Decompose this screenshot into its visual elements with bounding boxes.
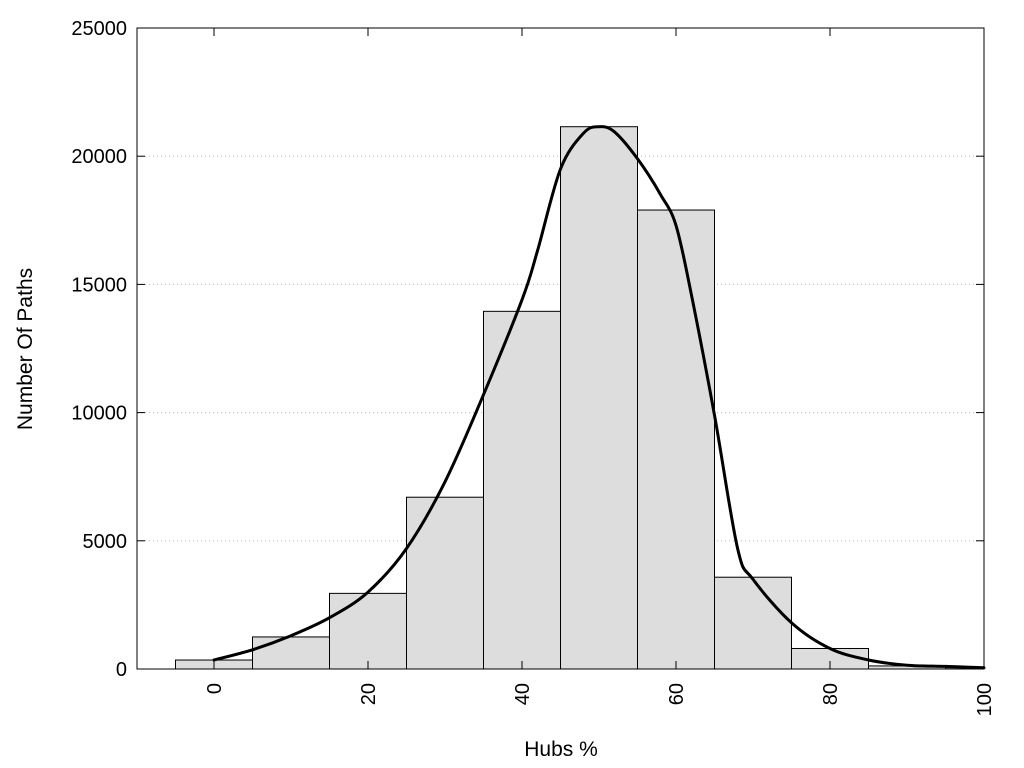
y-tick-label: 20000 — [71, 146, 127, 168]
density-curve — [212, 125, 986, 670]
histogram-bar — [714, 576, 792, 670]
y-tick-label: 5000 — [83, 531, 128, 553]
y-tick-label: 0 — [116, 659, 127, 681]
x-tick-label: 100 — [974, 683, 996, 716]
x-tick-label: 20 — [358, 683, 380, 705]
x-axis-ticks: 0 20 40 60 80 100 — [204, 28, 996, 716]
plot-frame — [136, 27, 985, 670]
histogram-bar — [406, 496, 484, 670]
y-axis-ticks: 0 5000 10000 15000 20000 25000 — [71, 18, 984, 681]
x-tick-label: 40 — [512, 683, 534, 705]
x-tick-label: 80 — [820, 683, 842, 705]
y-axis-title: Number Of Paths — [14, 268, 37, 430]
y-tick-label: 25000 — [71, 18, 127, 40]
histogram-bar — [637, 209, 715, 670]
histogram-bar — [560, 126, 638, 670]
x-tick-label: 0 — [204, 683, 226, 694]
y-tick-label: 15000 — [71, 274, 127, 296]
x-axis-title: Hubs % — [524, 738, 598, 761]
y-tick-label: 10000 — [71, 403, 127, 425]
histogram-bar — [252, 636, 330, 670]
x-tick-label: 60 — [666, 683, 688, 705]
histogram-bar — [329, 592, 407, 670]
